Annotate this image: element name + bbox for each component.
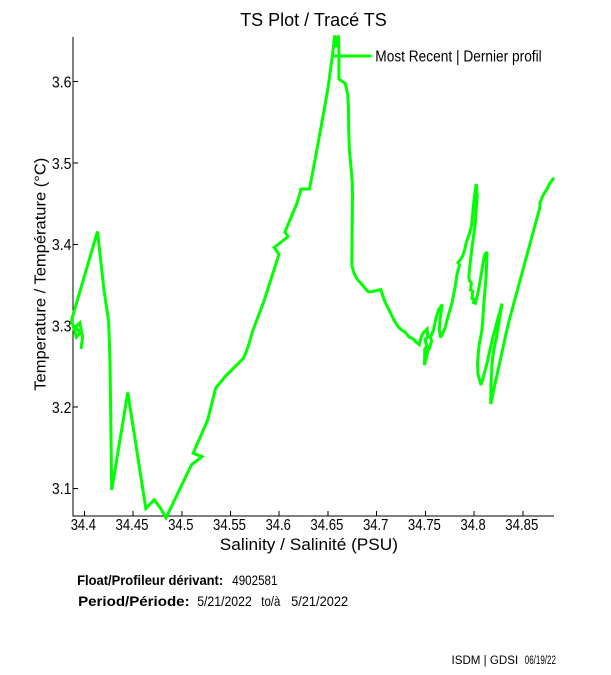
svg-text:34.45: 34.45 [116, 517, 149, 534]
svg-text:06/19/22: 06/19/22 [525, 655, 556, 667]
svg-text:34.75: 34.75 [408, 517, 441, 534]
svg-text:Float/Profileur dérivant:: Float/Profileur dérivant: [77, 572, 223, 588]
svg-text:34.5: 34.5 [168, 517, 193, 534]
svg-text:Period/Période:: Period/Période: [78, 593, 190, 609]
svg-text:34.65: 34.65 [310, 517, 343, 534]
svg-text:4902581: 4902581 [232, 572, 277, 588]
svg-text:5/21/2022: 5/21/2022 [197, 593, 252, 609]
svg-text:Most Recent | Dernier profil: Most Recent | Dernier profil [375, 49, 541, 66]
svg-text:ISDM | GDSI: ISDM | GDSI [452, 655, 519, 667]
svg-text:34.55: 34.55 [213, 517, 246, 534]
svg-text:3.4: 3.4 [52, 237, 72, 254]
svg-text:3.3: 3.3 [52, 319, 72, 336]
svg-text:3.6: 3.6 [52, 74, 72, 91]
svg-text:Temperature / Température (°C): Temperature / Température (°C) [33, 158, 50, 391]
svg-text:34.8: 34.8 [461, 517, 486, 534]
svg-text:Salinity / Salinité (PSU): Salinity / Salinité (PSU) [220, 536, 398, 554]
svg-text:34.7: 34.7 [363, 517, 388, 534]
svg-text:3.5: 3.5 [52, 156, 72, 173]
svg-text:to/à: to/à [261, 593, 280, 609]
svg-text:3.1: 3.1 [52, 481, 72, 498]
svg-text:34.4: 34.4 [71, 517, 96, 534]
svg-text:34.6: 34.6 [266, 517, 291, 534]
svg-text:3.2: 3.2 [52, 400, 72, 417]
svg-text:TS Plot / Tracé TS: TS Plot / Tracé TS [240, 10, 387, 30]
svg-text:34.85: 34.85 [505, 517, 538, 534]
svg-text:5/21/2022: 5/21/2022 [291, 593, 348, 609]
